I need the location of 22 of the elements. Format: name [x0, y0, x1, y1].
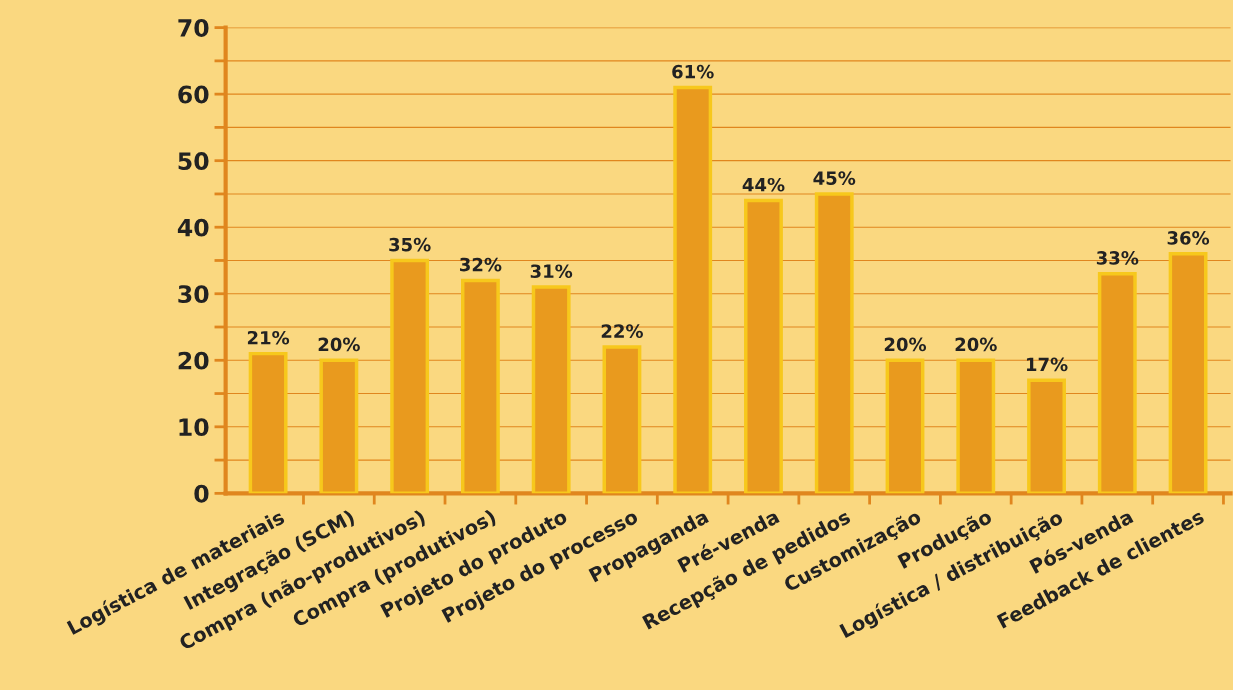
data-label: 61% — [672, 64, 714, 79]
data-label: 31% — [530, 264, 573, 279]
y-tick-label: 40 — [177, 218, 209, 237]
data-label: 21% — [247, 330, 290, 345]
y-tick-label: 0 — [194, 484, 209, 503]
y-tick-label: 50 — [178, 152, 209, 170]
y-tick-label: 10 — [179, 418, 209, 437]
y-tick-label: 30 — [178, 285, 209, 304]
data-label: 44% — [742, 177, 785, 192]
y-tick-label: 70 — [178, 19, 209, 37]
data-label: 20% — [884, 337, 927, 352]
data-label: 20% — [955, 337, 997, 352]
data-label: 17% — [1026, 357, 1068, 372]
data-label: 22% — [601, 324, 643, 338]
data-label: 36% — [1167, 231, 1210, 245]
y-tick-label: 60 — [178, 85, 209, 104]
data-label: 20% — [318, 337, 360, 352]
data-label: 32% — [460, 257, 502, 272]
data-label: 33% — [1096, 251, 1139, 265]
data-label: 45% — [813, 171, 856, 185]
y-tick-label: 20 — [178, 351, 209, 370]
data-label: 35% — [389, 237, 431, 252]
